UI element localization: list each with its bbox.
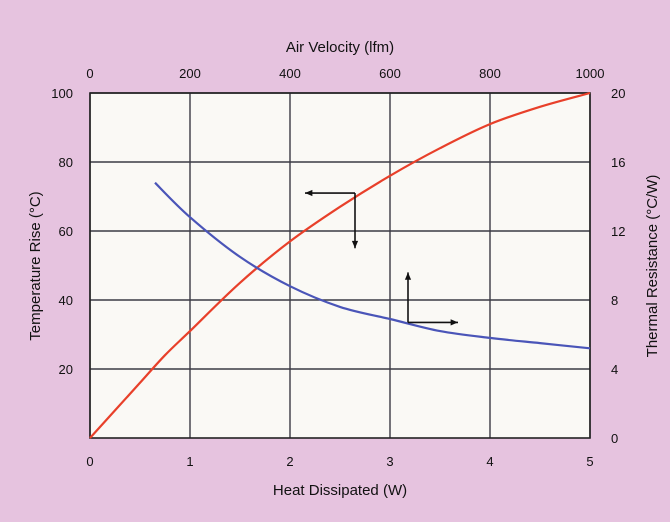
left-tick-label: 40: [59, 293, 73, 308]
arrow-down-head: [351, 240, 359, 249]
bottom-tick-label: 3: [386, 454, 393, 469]
arrow-left-head: [305, 189, 313, 197]
series-layer: [89, 91, 591, 439]
arrow-up-head: [404, 272, 412, 280]
arrow-right-head: [450, 319, 458, 326]
grid: [89, 92, 591, 439]
thermal-resistance-line: [154, 181, 591, 350]
bottom-tick-label: 4: [486, 454, 493, 469]
left-tick-label: 80: [59, 155, 73, 170]
right-axis-title: Thermal Resistance (°C/W): [644, 175, 661, 358]
temperature-rise-line: [89, 91, 591, 439]
left-axis-title: Temperature Rise (°C): [27, 191, 44, 340]
top-tick-label: 0: [86, 66, 93, 81]
top-tick-label: 400: [279, 66, 301, 81]
top-axis-title: Air Velocity (lfm): [286, 39, 394, 56]
plot-border: [89, 92, 591, 439]
right-tick-label: 20: [611, 86, 625, 101]
right-tick-label: 8: [611, 293, 618, 308]
top-tick-label: 1000: [576, 66, 605, 81]
top-tick-label: 200: [179, 66, 201, 81]
right-tick-label: 4: [611, 362, 618, 377]
left-tick-label: 20: [59, 362, 73, 377]
right-tick-label: 12: [611, 224, 625, 239]
right-tick-label: 16: [611, 155, 625, 170]
bottom-tick-label: 0: [86, 454, 93, 469]
bottom-tick-label: 2: [286, 454, 293, 469]
right-tick-label: 0: [611, 431, 618, 446]
bottom-axis-title: Heat Dissipated (W): [273, 482, 407, 499]
top-tick-label: 800: [479, 66, 501, 81]
annotation-layer: [305, 189, 458, 326]
left-tick-label: 100: [51, 86, 73, 101]
bottom-tick-label: 5: [586, 454, 593, 469]
plot-area: [90, 93, 590, 438]
left-tick-label: 60: [59, 224, 73, 239]
top-tick-label: 600: [379, 66, 401, 81]
bottom-tick-label: 1: [186, 454, 193, 469]
